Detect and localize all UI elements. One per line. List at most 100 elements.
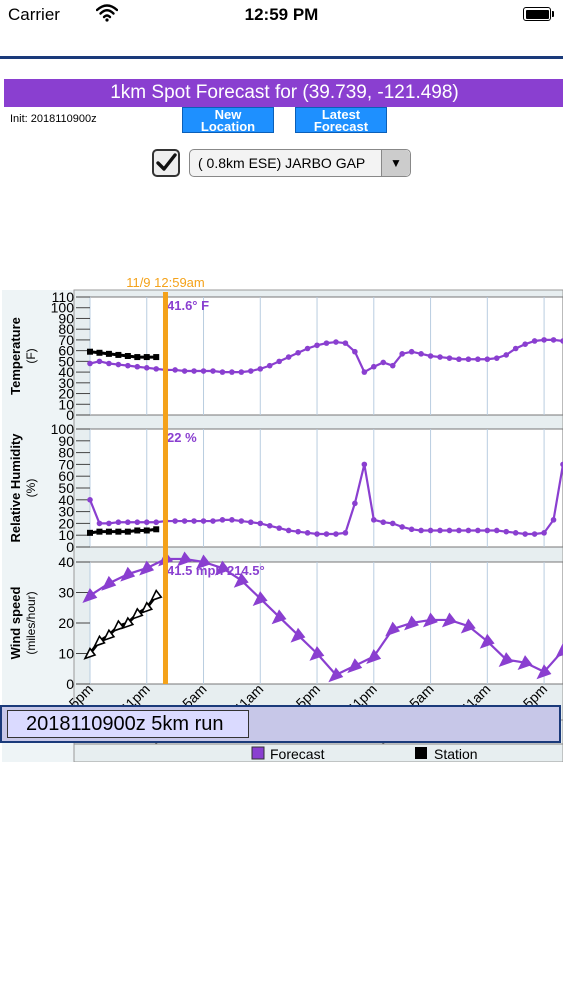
forecast-point	[153, 366, 160, 372]
forecast-point	[418, 527, 424, 534]
forecast-point	[484, 527, 491, 534]
forecast-point	[427, 527, 434, 534]
station-point	[134, 527, 141, 534]
run-label[interactable]: 2018110900z 5km run	[7, 710, 249, 738]
new-location-button[interactable]: New Location	[182, 107, 274, 133]
forecast-point	[456, 527, 462, 534]
forecast-point	[460, 618, 476, 634]
station-point	[153, 354, 160, 361]
forecast-point	[446, 355, 453, 361]
forecast-point	[106, 360, 112, 367]
forecast-point	[503, 352, 510, 358]
forecast-point	[101, 575, 117, 591]
forecast-point	[96, 358, 103, 365]
forecast-point	[285, 527, 292, 534]
station-point	[83, 647, 97, 660]
forecast-point	[87, 360, 93, 367]
forecast-point	[252, 591, 268, 607]
y-tick-label: 100	[51, 421, 75, 437]
forecast-point	[200, 368, 207, 374]
station-point	[111, 619, 125, 633]
now-marker-label: 11/9 12:59am	[126, 275, 205, 290]
forecast-point	[342, 340, 349, 346]
forecast-point	[181, 518, 188, 524]
forecast-point	[238, 369, 245, 375]
y-tick-label: 60	[58, 468, 74, 484]
y-axis-unit: (%)	[24, 479, 38, 498]
forecast-point	[422, 612, 438, 628]
station-point	[140, 601, 154, 615]
forecast-point	[238, 518, 245, 524]
forecast-frame: 1km Spot Forecast for (39.739, -121.498)…	[0, 56, 563, 762]
legend-forecast-label: Forecast	[270, 746, 325, 762]
forecast-point	[295, 528, 301, 535]
forecast-point	[172, 518, 178, 524]
forecast-point	[493, 527, 500, 534]
forecast-point	[446, 527, 453, 534]
forecast-point	[181, 368, 188, 374]
y-tick-label: 0	[66, 539, 74, 555]
forecast-point	[366, 649, 382, 664]
forecast-point	[550, 337, 557, 343]
forecast-point	[271, 609, 287, 625]
latest-forecast-button[interactable]: Latest Forecast	[295, 107, 387, 133]
forecast-point	[276, 525, 283, 531]
forecast-point	[503, 528, 510, 535]
forecast-point	[115, 361, 122, 368]
forecast-point	[120, 566, 136, 582]
forecast-point	[522, 341, 528, 347]
y-tick-label: 20	[58, 386, 74, 402]
forecast-point	[536, 664, 552, 680]
y-tick-label: 80	[58, 445, 74, 461]
forecast-point	[233, 572, 249, 588]
forecast-point	[408, 526, 415, 533]
y-tick-label: 90	[58, 310, 74, 326]
forecast-point	[465, 356, 472, 363]
station-select-value: ( 0.8km ESE) JARBO GAP	[198, 155, 366, 171]
station-checkbox[interactable]	[152, 149, 180, 177]
legend-forecast-swatch	[251, 746, 265, 760]
station-point	[143, 527, 150, 534]
latest-forecast-line-1: Latest	[321, 107, 361, 122]
y-tick-label: 10	[58, 527, 74, 543]
forecast-point	[304, 345, 311, 352]
forecast-point	[479, 633, 495, 649]
forecast-point	[418, 351, 424, 357]
new-location-line-1: New	[214, 107, 242, 122]
forecast-point	[314, 531, 320, 537]
plot-area-1	[89, 428, 563, 548]
station-point	[134, 354, 141, 361]
y-tick-label: 40	[58, 492, 74, 508]
forecast-point	[257, 366, 264, 372]
forecast-point	[385, 621, 401, 637]
forecast-point	[214, 560, 230, 576]
forecast-point	[380, 519, 387, 526]
forecast-point	[541, 337, 547, 343]
station-point	[121, 616, 135, 630]
forecast-point	[115, 519, 122, 526]
forecast-point	[465, 527, 472, 534]
station-point	[143, 354, 150, 361]
forecast-point	[389, 520, 396, 527]
station-point	[92, 634, 106, 648]
forecast-point	[560, 461, 563, 468]
forecast-point	[323, 340, 330, 346]
y-tick-label: 60	[58, 343, 74, 359]
station-point	[105, 350, 112, 357]
forecast-point	[125, 519, 131, 526]
forecast-point	[522, 531, 528, 537]
forecast-point	[200, 518, 207, 524]
y-tick-label: 110	[52, 289, 75, 305]
forecast-point	[125, 362, 131, 369]
forecast-point	[541, 530, 547, 536]
forecast-point	[248, 368, 254, 374]
forecast-point	[191, 518, 197, 524]
station-select[interactable]: ( 0.8km ESE) JARBO GAP ▼	[189, 149, 411, 177]
y-tick-label: 40	[58, 554, 74, 570]
forecast-point	[498, 652, 514, 668]
forecast-point	[106, 520, 112, 527]
station-point	[124, 353, 131, 359]
forecast-point	[210, 368, 216, 374]
forecast-point	[517, 655, 533, 671]
y-tick-label: 30	[58, 504, 74, 520]
